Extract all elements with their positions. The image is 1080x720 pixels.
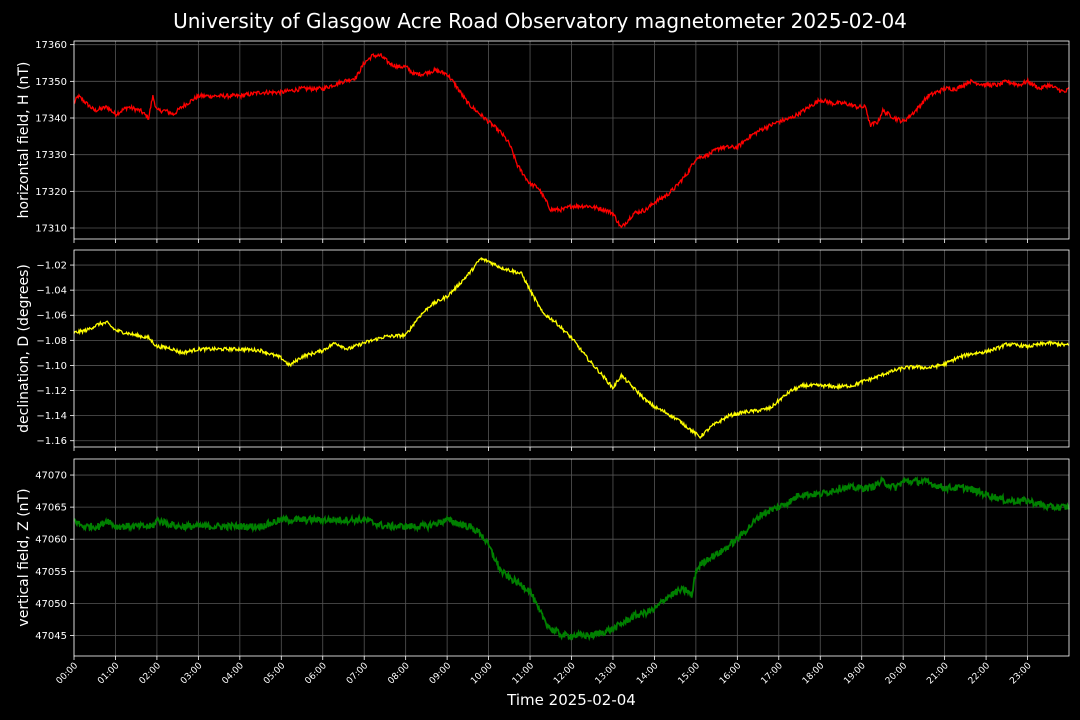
y-tick-label: −1.10 [36,361,67,372]
x-tick-label: 07:00 [345,661,371,687]
x-tick-label: 02:00 [138,661,164,687]
x-tick-label: 09:00 [428,661,454,687]
x-tick-label: 10:00 [469,661,495,687]
y-tick-label: 47060 [35,535,67,546]
y-tick-label: −1.08 [36,336,67,347]
y-tick-label: 17360 [35,40,67,51]
y-tick-label: −1.06 [36,311,67,322]
y-tick-label: 17320 [35,187,67,198]
y-tick-label: −1.12 [36,386,67,397]
y-tick-label: −1.16 [36,436,67,447]
x-tick-label: 08:00 [386,661,412,687]
x-tick-label: 06:00 [303,661,329,687]
x-tick-label: 16:00 [718,661,744,687]
x-tick-label: 11:00 [511,661,537,687]
y-tick-label: 17350 [35,77,67,88]
x-axis-label: Time 2025-02-04 [507,691,636,709]
chart-title: University of Glasgow Acre Road Observat… [173,9,907,33]
x-tick-label: 04:00 [221,661,247,687]
y-axis-label: horizontal field, H (nT) [16,62,32,219]
y-tick-label: −1.04 [36,286,67,297]
x-tick-label: 03:00 [179,661,205,687]
x-tick-label: 21:00 [925,661,951,687]
y-tick-label: −1.02 [36,261,67,272]
y-tick-label: 47050 [35,599,67,610]
x-tick-label: 00:00 [55,661,81,687]
x-tick-label: 19:00 [842,661,868,687]
y-tick-label: −1.14 [36,411,67,422]
y-axis-label: declination, D (degrees) [16,264,32,433]
series-line-H [73,52,1070,229]
y-tick-label: 17340 [35,114,67,125]
x-tick-label: 05:00 [262,661,288,687]
x-tick-label: 20:00 [884,661,910,687]
series-line-Z [73,475,1070,642]
x-tick-label: 15:00 [677,661,703,687]
series-line-D [73,256,1070,440]
y-tick-label: 47045 [35,631,67,642]
axes-frame [73,458,1070,657]
y-tick-label: 47055 [35,567,67,578]
y-tick-label: 17330 [35,150,67,161]
y-tick-label: 47070 [35,471,67,482]
x-tick-label: 17:00 [760,661,786,687]
x-tick-label: 01:00 [96,661,122,687]
x-tick-label: 23:00 [1008,661,1034,687]
y-tick-label: 17310 [35,224,67,235]
x-tick-label: 22:00 [967,661,993,687]
x-tick-label: 14:00 [635,661,661,687]
x-tick-label: 12:00 [552,661,578,687]
x-tick-label: 18:00 [801,661,827,687]
y-axis-label: vertical field, Z (nT) [16,488,32,626]
x-tick-label: 13:00 [594,661,620,687]
axes-frame [73,40,1070,240]
y-tick-label: 47065 [35,503,67,514]
axes-frame [73,249,1070,448]
